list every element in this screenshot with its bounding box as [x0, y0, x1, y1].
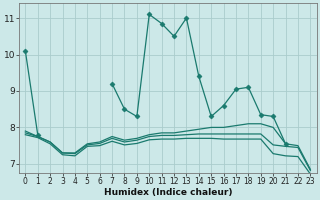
- X-axis label: Humidex (Indice chaleur): Humidex (Indice chaleur): [104, 188, 232, 197]
